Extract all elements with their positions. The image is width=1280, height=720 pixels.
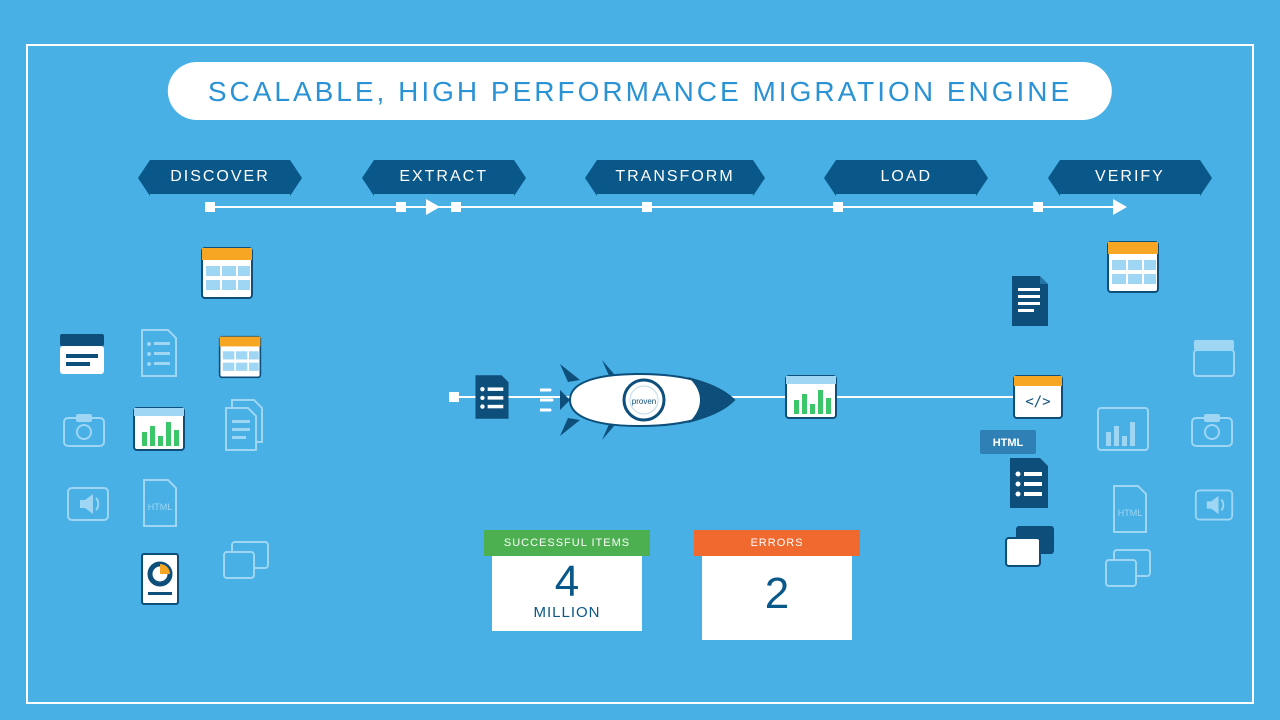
timeline-arrow-icon [426,199,440,215]
infographic-root: SCALABLE, HIGH PERFORMANCE MIGRATION ENG… [0,0,1280,720]
right-list-doc-icon [1006,456,1052,510]
timeline-node [205,202,215,212]
rocket-icon: proven [540,360,740,440]
success-label: SUCCESSFUL ITEMS [484,530,650,556]
right-speaker-icon [1194,486,1234,524]
timeline-node [642,202,652,212]
step-verify: VERIFY [1060,160,1200,194]
left-camera-icon [62,412,106,448]
step-transform: TRANSFORM [597,160,752,194]
errors-label: ERRORS [694,530,860,556]
success-unit: MILLION [492,604,642,631]
step-discover: DISCOVER [150,160,290,194]
svg-text:HTML: HTML [993,437,1024,449]
flow-node [449,392,459,402]
timeline-node [396,202,406,212]
page-title: SCALABLE, HIGH PERFORMANCE MIGRATION ENG… [168,62,1112,120]
center-list-doc-in-icon [472,372,512,422]
left-speaker-icon [66,484,110,524]
timeline-node [833,202,843,212]
step-load: LOAD [836,160,976,194]
right-screens-icon [1104,548,1152,588]
left-list-doc-icon [138,328,180,378]
errors-counter: ERRORS 2 [702,532,852,640]
timeline-arrow-icon [1113,199,1127,215]
svg-text:</>: </> [1025,394,1050,410]
step-extract: EXTRACT [374,160,514,194]
left-html-doc-icon: HTML [140,478,180,528]
rocket-label: proven [632,397,656,406]
success-value: 4 [492,556,642,604]
success-counter: SUCCESSFUL ITEMS 4 MILLION [492,532,642,631]
steps-row: DISCOVER EXTRACT TRANSFORM LOAD VERIFY [150,160,1200,194]
right-code-window-icon: </> [1012,374,1064,420]
left-table-doc-2-icon [218,330,262,384]
timeline-node [1033,202,1043,212]
right-html-doc-icon: HTML [1110,484,1150,534]
right-bar-chart-icon [1096,406,1150,452]
center-chart-window-out-icon [784,374,838,420]
left-bar-chart-icon [132,406,186,452]
timeline-node [451,202,461,212]
right-screens-solid-icon [1004,524,1056,568]
right-text-doc-icon [1008,274,1052,328]
right-clapboard-icon [1192,338,1236,378]
right-camera-icon [1190,412,1234,448]
step-timeline [210,206,1120,208]
left-pie-doc-icon [138,552,182,606]
svg-text:HTML: HTML [1118,508,1143,518]
svg-text:HTML: HTML [148,502,173,512]
right-table-doc-icon [1106,240,1160,294]
left-clapboard-icon [58,332,106,376]
left-table-doc-icon [200,246,254,300]
right-html-badge-icon: HTML [980,430,1036,454]
left-doc-stack-icon [222,398,266,452]
errors-value: 2 [702,556,852,640]
left-screens-icon [222,540,270,580]
